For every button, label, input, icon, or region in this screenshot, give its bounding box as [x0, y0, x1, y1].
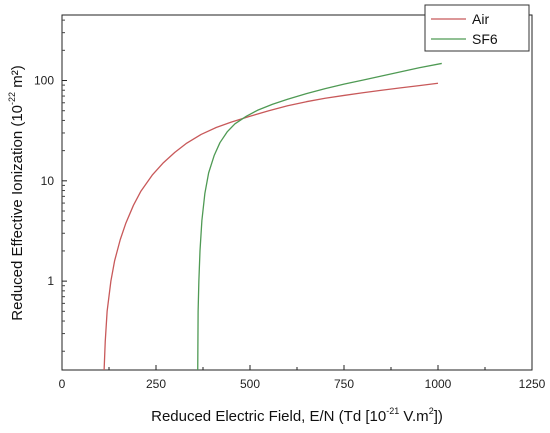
plot-frame: [61, 14, 533, 371]
x-axis-ticks: 0 250 500 750 1000 1250: [59, 365, 546, 391]
y-axis-ticks: 1 10 100: [34, 19, 67, 352]
x-tick-label: 750: [334, 377, 354, 391]
x-axis-title: Reduced Electric Field, E/N (Td [10-21 V…: [151, 406, 443, 425]
y-axis-title: Reduced Effective Ionization (10-22 m²): [7, 65, 26, 320]
x-tick-label: 1250: [519, 377, 546, 391]
series-line-air: [103, 82, 439, 371]
legend-label-air: Air: [472, 11, 489, 27]
legend-box: [424, 4, 530, 52]
x-tick-label: 0: [59, 377, 66, 391]
series-line-sf6: [197, 62, 442, 371]
legend: Air SF6: [424, 4, 530, 52]
series-layer: [103, 62, 442, 371]
y-tick-label: 1: [47, 274, 54, 288]
x-tick-label: 250: [146, 377, 166, 391]
x-tick-label: 500: [240, 377, 260, 391]
y-tick-label: 100: [34, 74, 54, 88]
x-tick-label: 1000: [425, 377, 452, 391]
legend-label-sf6: SF6: [472, 31, 498, 47]
y-tick-label: 10: [41, 174, 55, 188]
